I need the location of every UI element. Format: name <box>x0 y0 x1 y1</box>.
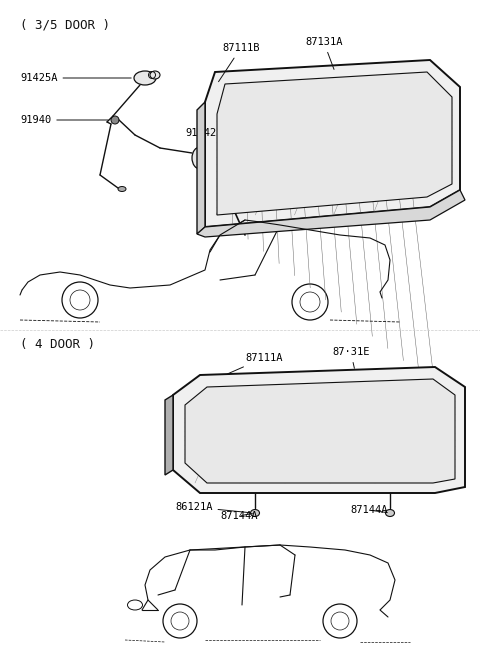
Ellipse shape <box>118 187 126 191</box>
Text: 91·425: 91·425 <box>185 128 223 145</box>
Polygon shape <box>197 102 205 234</box>
Polygon shape <box>205 60 460 227</box>
Text: 87144A: 87144A <box>350 505 387 515</box>
Text: 87111A: 87111A <box>228 353 283 374</box>
Text: 91425A: 91425A <box>20 73 131 83</box>
Text: 87·31E: 87·31E <box>332 347 370 369</box>
Text: 86121A: 86121A <box>175 502 250 512</box>
Ellipse shape <box>134 71 156 85</box>
Polygon shape <box>165 395 173 475</box>
Ellipse shape <box>192 147 208 169</box>
Polygon shape <box>185 379 455 483</box>
Circle shape <box>111 116 119 124</box>
Text: 91940: 91940 <box>20 115 108 125</box>
Text: 87131A: 87131A <box>305 37 343 70</box>
Text: ( 3/5 DOOR ): ( 3/5 DOOR ) <box>20 18 110 31</box>
Text: 87111B: 87111B <box>218 43 260 81</box>
Polygon shape <box>197 190 465 237</box>
Text: 87144A: 87144A <box>220 511 257 521</box>
Polygon shape <box>217 72 452 215</box>
Ellipse shape <box>251 509 260 516</box>
Ellipse shape <box>385 509 395 516</box>
Ellipse shape <box>150 71 160 79</box>
Text: ( 4 DOOR ): ( 4 DOOR ) <box>20 338 95 351</box>
Polygon shape <box>173 367 465 493</box>
